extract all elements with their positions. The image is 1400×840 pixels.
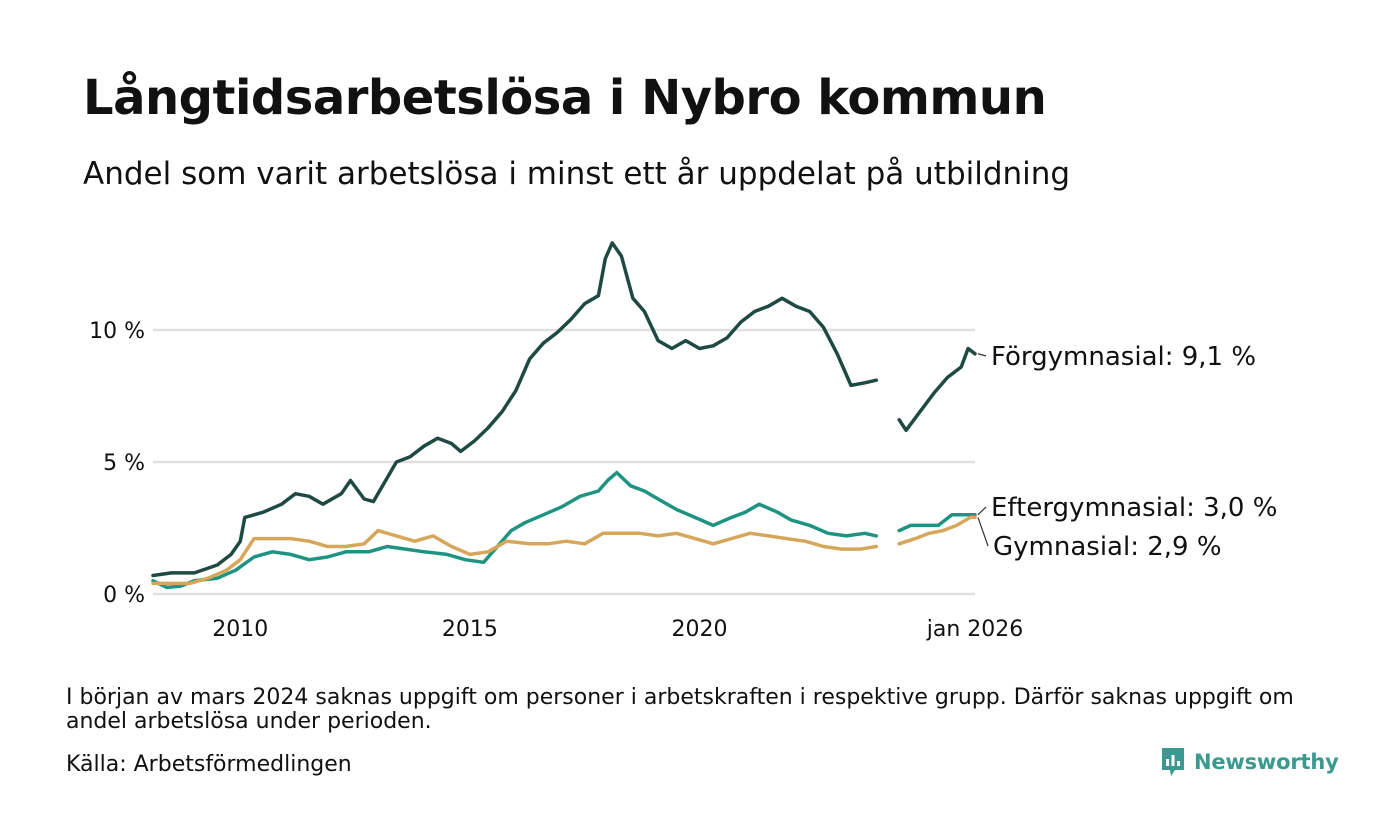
line-chart: 0 % 5 % 10 % 2010 2015 2020 jan 2026 Förgymnasi… [89, 241, 1277, 642]
series-end-label: Gymnasial: 2,9 % [993, 532, 1222, 562]
y-tick-label: 5 % [103, 451, 145, 476]
label-connector [977, 517, 989, 547]
y-tick-label: 0 % [103, 583, 145, 608]
source-label: Källa: Arbetsförmedlingen [66, 752, 352, 777]
label-connector [977, 506, 987, 516]
series-line-förgymnasial [897, 346, 977, 433]
label-connector [977, 353, 987, 357]
chart-title: Långtidsarbetslösa i Nybro kommun [83, 70, 1047, 126]
x-tick-label: 2015 [442, 617, 498, 642]
x-tick-label: 2020 [671, 617, 727, 642]
chart-subtitle: Andel som varit arbetslösa i minst ett å… [83, 156, 1071, 192]
brand-name: Newsworthy [1194, 750, 1339, 774]
series-line-förgymnasial [151, 241, 879, 578]
series-line-eftergymnasial [897, 513, 977, 533]
series-line-gymnasial [151, 528, 879, 586]
series-line-eftergymnasial [151, 470, 879, 590]
y-tick-label: 10 % [89, 319, 145, 344]
series-end-label: Eftergymnasial: 3,0 % [991, 493, 1277, 523]
x-tick-label: 2010 [212, 617, 268, 642]
series-line-gymnasial [897, 515, 977, 546]
footnote: I början av mars 2024 saknas uppgift om … [66, 685, 1294, 734]
x-tick-label: jan 2026 [926, 617, 1024, 642]
bar-chart-icon [1162, 748, 1184, 776]
series-end-label: Förgymnasial: 9,1 % [991, 342, 1256, 372]
brand-logo[interactable]: Newsworthy [1160, 746, 1339, 778]
